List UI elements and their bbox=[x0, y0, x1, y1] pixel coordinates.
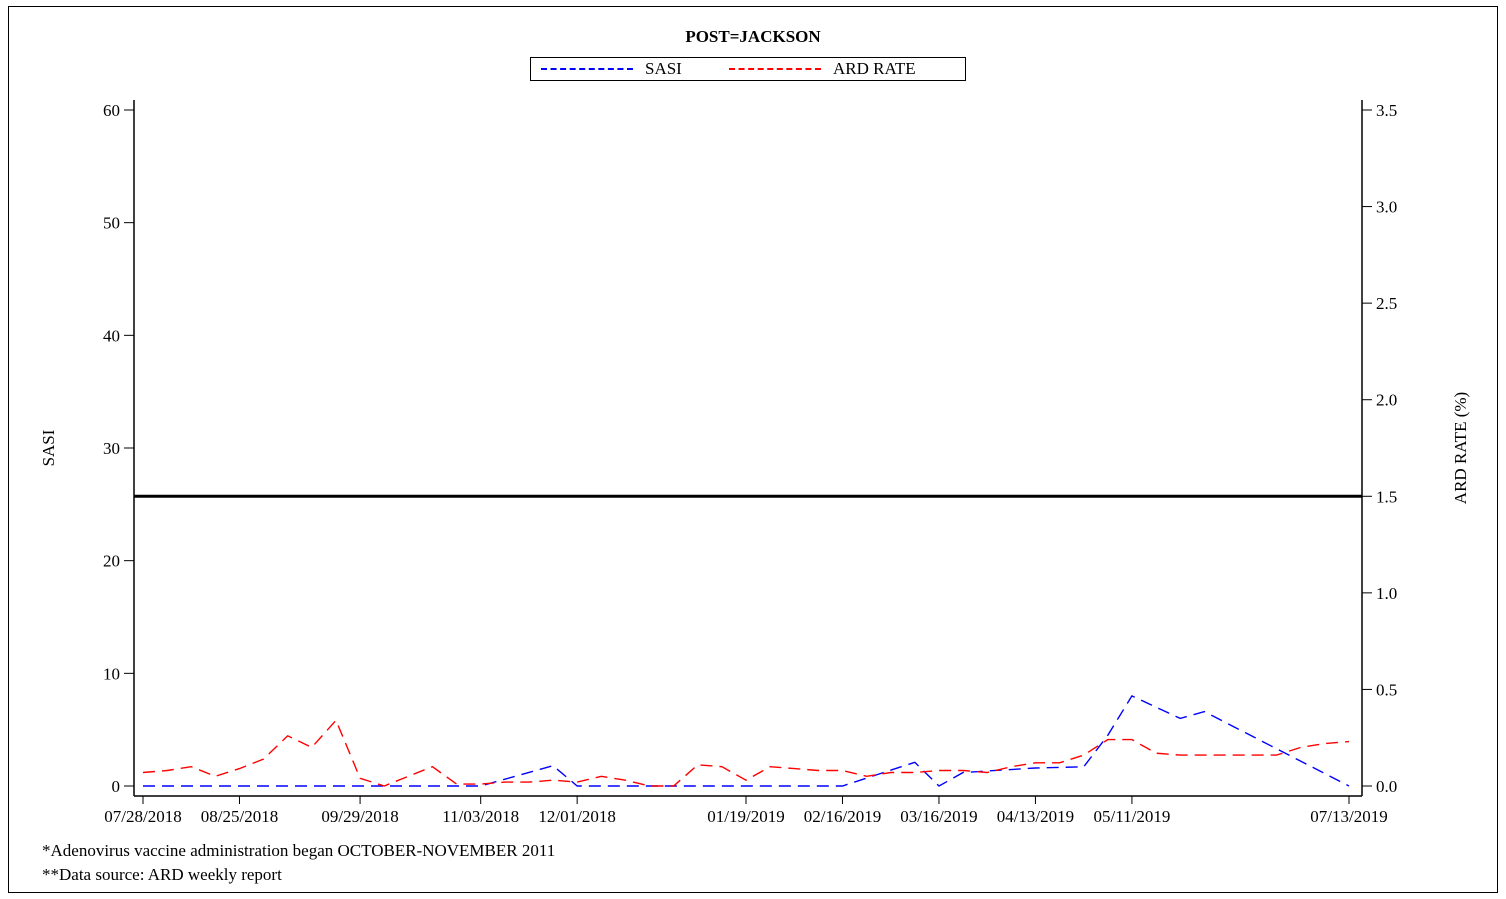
legend-item-ard-rate: ARD RATE bbox=[729, 59, 916, 79]
legend: SASI ARD RATE bbox=[530, 57, 966, 81]
x-tick-label: 09/29/2018 bbox=[321, 807, 398, 826]
legend-label-sasi: SASI bbox=[645, 59, 682, 78]
x-tick-label: 05/11/2019 bbox=[1094, 807, 1171, 826]
y-tick-label-left: 50 bbox=[103, 214, 120, 233]
y-tick-label-left: 20 bbox=[103, 552, 120, 571]
series-line-sasi bbox=[143, 695, 1350, 787]
legend-label-ard-rate: ARD RATE bbox=[833, 59, 916, 78]
y-tick-label-right: 0.5 bbox=[1376, 680, 1397, 699]
chart-title: POST=JACKSON bbox=[685, 27, 821, 46]
x-tick-label: 11/03/2018 bbox=[442, 807, 519, 826]
x-tick-label: 12/01/2018 bbox=[538, 807, 615, 826]
y-tick-label-right: 0.0 bbox=[1376, 777, 1397, 796]
y-tick-label-left: 0 bbox=[112, 777, 121, 796]
y-tick-label-right: 2.5 bbox=[1376, 294, 1397, 313]
series-line-ard-rate bbox=[142, 719, 1350, 787]
y-tick-label-left: 40 bbox=[103, 326, 120, 345]
x-tick-label: 04/13/2019 bbox=[997, 807, 1074, 826]
legend-swatch-ard-rate bbox=[729, 68, 821, 70]
y-tick-label-left: 30 bbox=[103, 439, 120, 458]
y-tick-label-right: 1.0 bbox=[1376, 584, 1397, 603]
y-tick-label-right: 3.5 bbox=[1376, 101, 1397, 120]
footnote-vaccine: *Adenovirus vaccine administration began… bbox=[42, 841, 556, 860]
y-tick-label-left: 60 bbox=[103, 101, 120, 120]
y-tick-label-left: 10 bbox=[103, 664, 120, 683]
x-tick-label: 07/13/2019 bbox=[1310, 807, 1387, 826]
figure-frame bbox=[8, 6, 1498, 893]
y-tick-label-right: 2.0 bbox=[1376, 391, 1397, 410]
x-tick-label: 03/16/2019 bbox=[900, 807, 977, 826]
footnote-data-source: **Data source: ARD weekly report bbox=[42, 865, 282, 884]
x-tick-label: 07/28/2018 bbox=[104, 807, 181, 826]
y-tick-label-right: 3.0 bbox=[1376, 198, 1397, 217]
x-tick-label: 02/16/2019 bbox=[804, 807, 881, 826]
legend-swatch-sasi bbox=[541, 68, 633, 70]
legend-item-sasi: SASI bbox=[541, 59, 682, 79]
y-tick-label-right: 1.5 bbox=[1376, 487, 1397, 506]
x-tick-label: 08/25/2018 bbox=[201, 807, 278, 826]
x-tick-label: 01/19/2019 bbox=[707, 807, 784, 826]
